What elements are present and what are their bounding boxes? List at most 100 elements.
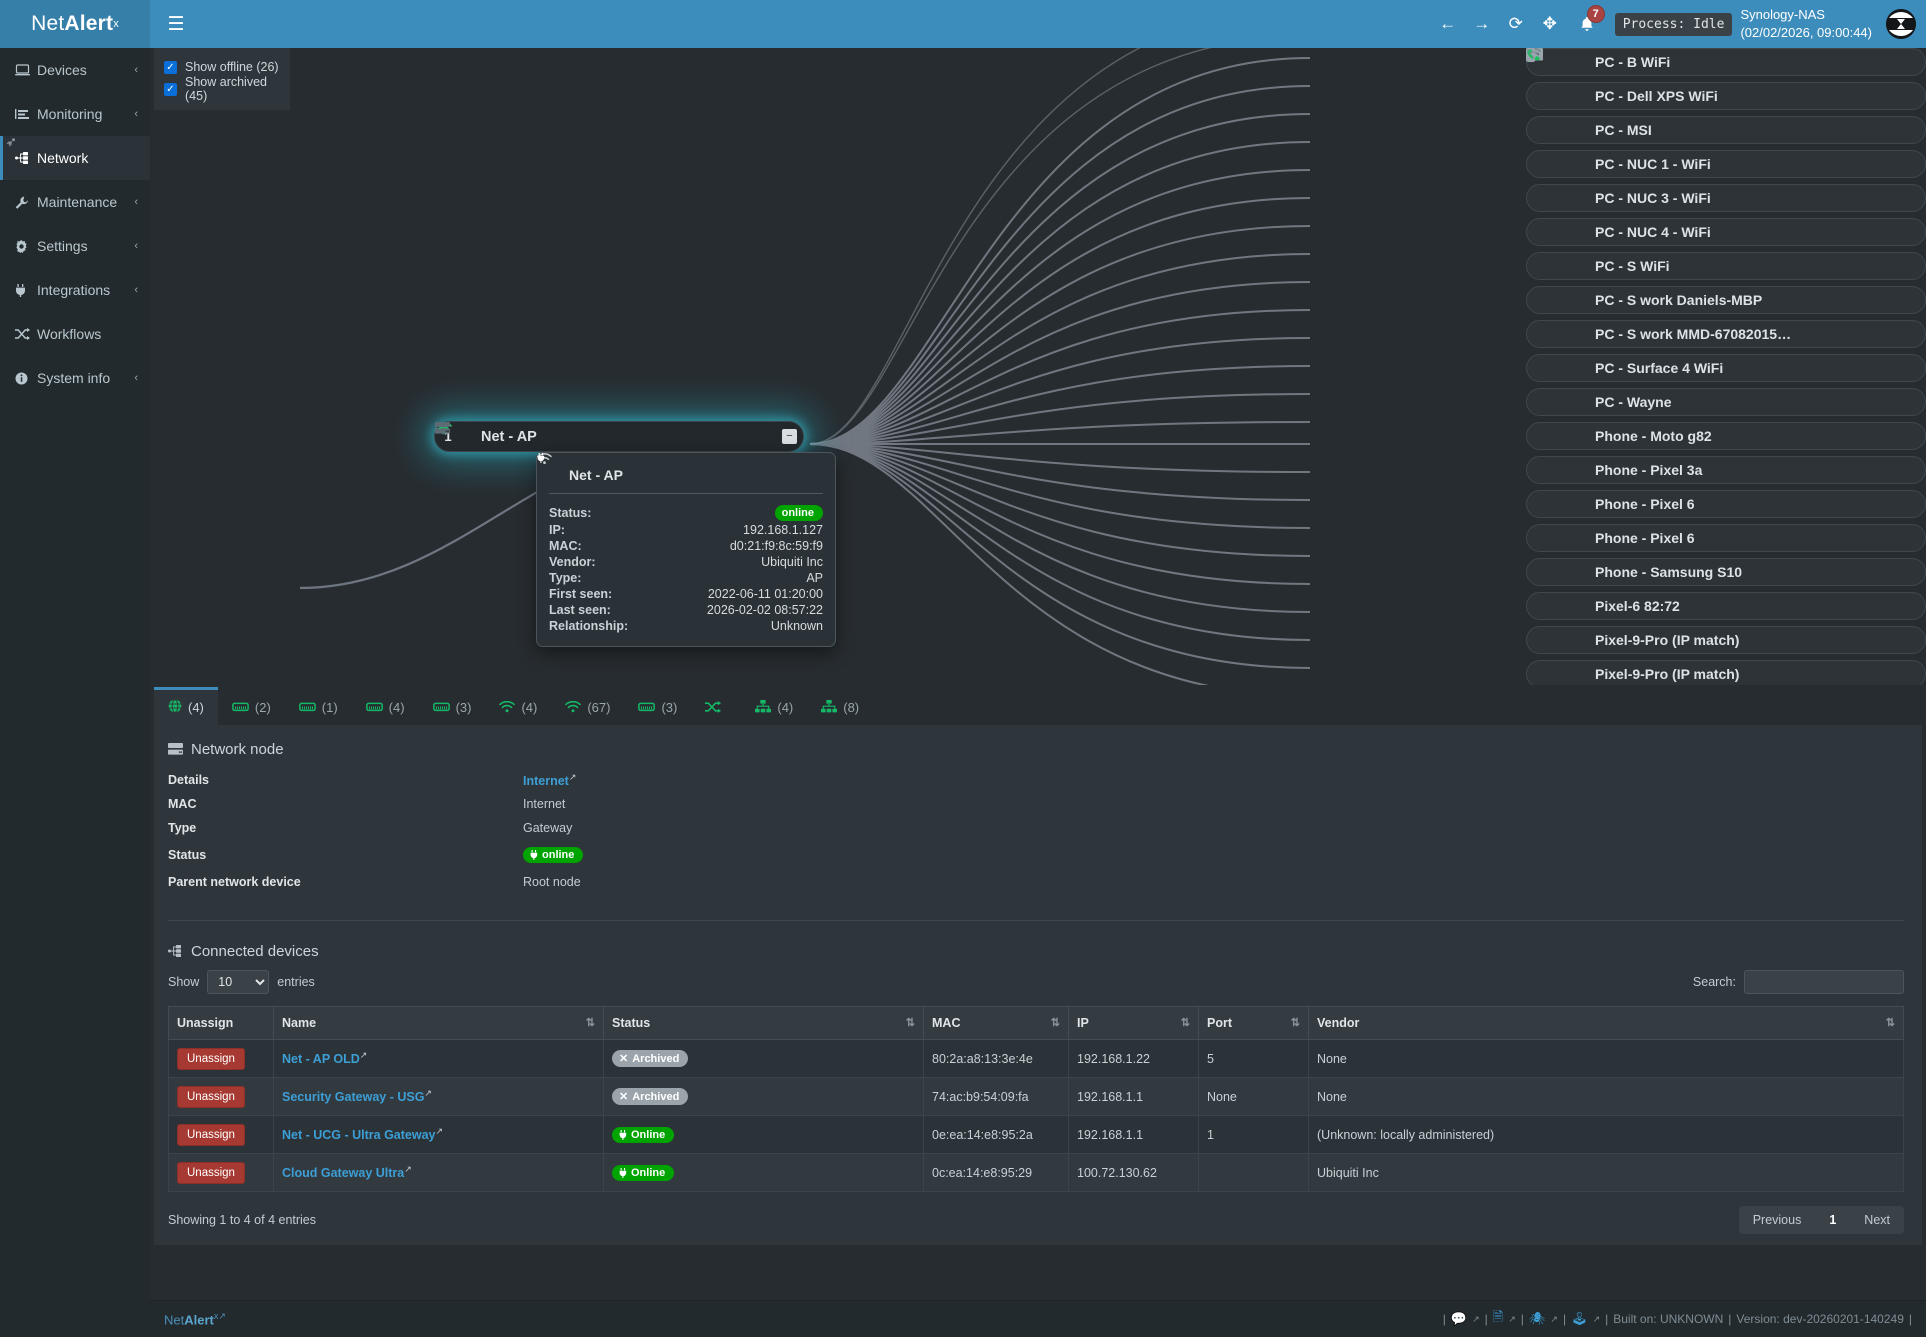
tab-0[interactable]: (4)	[154, 687, 218, 725]
node-key-details: Details	[168, 773, 209, 787]
sidebar-item-system-info[interactable]: System info ‹	[0, 356, 150, 400]
pagination-previous[interactable]: Previous	[1752, 1213, 1802, 1227]
device-name-link[interactable]: Cloud Gateway Ultra	[282, 1166, 405, 1181]
pagination[interactable]: Previous 1 Next	[1738, 1206, 1904, 1234]
collapse-node-button[interactable]: −	[782, 429, 797, 444]
tab-3[interactable]: (4)	[352, 687, 419, 725]
unassign-button[interactable]: Unassign	[177, 1085, 245, 1108]
sidebar-item-devices[interactable]: Devices ‹	[0, 48, 150, 92]
graph-device-item[interactable]: PC - S work MMD-67082015…	[1526, 48, 1926, 348]
github-icon[interactable]: 🕷	[1528, 1311, 1546, 1326]
server-icon	[168, 742, 183, 758]
sidebar-item-network[interactable]: Network	[0, 136, 150, 180]
menu-toggle-icon[interactable]: ☰	[167, 13, 185, 35]
graph-device-item[interactable]: PC - B WiFi	[1526, 48, 1926, 76]
details-link[interactable]: Internet	[523, 774, 569, 789]
tab-10[interactable]: (8)	[807, 687, 873, 725]
device-name-link[interactable]: Security Gateway - USG	[282, 1090, 425, 1105]
sidebar-item-integrations[interactable]: Integrations ‹	[0, 268, 150, 312]
unassign-button[interactable]: Unassign	[177, 1123, 245, 1146]
docs-icon[interactable]: 🗎	[1492, 1309, 1504, 1324]
graph-device-item[interactable]: PC - Wayne	[1526, 48, 1926, 416]
graph-device-item[interactable]: PC - Dell XPS WiFi	[1526, 48, 1926, 110]
search-input[interactable]	[1744, 970, 1904, 994]
sort-icon[interactable]: ⇅	[905, 1017, 915, 1029]
back-arrow-icon[interactable]: ←	[1439, 14, 1457, 33]
graph-device-name: Phone - Pixel 6	[1595, 496, 1695, 512]
sort-icon[interactable]: ⇅	[1290, 1017, 1300, 1029]
unassign-button[interactable]: Unassign	[177, 1047, 245, 1070]
tab-2[interactable]: (1)	[285, 687, 352, 725]
graph-device-item[interactable]: PC - NUC 1 - WiFi	[1526, 48, 1926, 178]
unassign-button[interactable]: Unassign	[177, 1161, 245, 1184]
column-header-port[interactable]: Port ⇅	[1198, 1006, 1309, 1040]
app-logo[interactable]: Net Alert x	[0, 0, 150, 48]
network-graph[interactable]: ✓ Show offline (26) ✓ Show archived (45)…	[150, 48, 1926, 685]
tab-8[interactable]	[691, 687, 741, 725]
graph-device-item[interactable]: PC - S WiFi	[1526, 48, 1926, 280]
graph-node-selected[interactable]: 1 Net - AP −	[434, 421, 804, 452]
page-size-select[interactable]: 102550100	[207, 970, 270, 994]
tab-1[interactable]: (2)	[218, 687, 285, 725]
tab-5[interactable]: (4)	[485, 687, 551, 725]
graph-device-item[interactable]: Phone - Pixel 6	[1526, 48, 1926, 518]
table-body: Unassign Net - AP OLD↗ ✕ Archived 80:2a:a8:1…	[168, 1039, 1904, 1192]
footer-brand[interactable]: NetAlertx↗	[164, 1311, 226, 1327]
graph-device-item[interactable]: Pixel-9-Pro (IP match)	[1526, 48, 1926, 685]
graph-device-item[interactable]: PC - NUC 4 - WiFi	[1526, 48, 1926, 246]
column-header-status[interactable]: Status ⇅	[603, 1006, 924, 1040]
filter-show-archived[interactable]: ✓ Show archived (45)	[164, 75, 280, 103]
column-header-ip[interactable]: IP ⇅	[1068, 1006, 1199, 1040]
graph-device-item[interactable]: PC - MSI	[1526, 48, 1926, 144]
checkbox-show-archived[interactable]: ✓	[164, 82, 177, 96]
forward-arrow-icon[interactable]: →	[1473, 14, 1491, 33]
sidebar-label-system-info: System info	[37, 370, 111, 386]
graph-device-list[interactable]: PC - B WiFi PC - Dell XPS WiFi PC - MSI PC …	[1526, 48, 1926, 685]
graph-device-item[interactable]: Pixel-6 82:72	[1526, 48, 1926, 620]
column-header-vendor[interactable]: Vendor ⇅	[1308, 1006, 1904, 1040]
top-header: Net Alert x ☰ ← → ⟳ ✥ 7 Process: Idle Syno…	[0, 0, 1926, 48]
column-header-name[interactable]: Name ⇅	[273, 1006, 604, 1040]
column-header-mac[interactable]: MAC ⇅	[923, 1006, 1069, 1040]
graph-device-name: Pixel-6 82:72	[1595, 598, 1680, 614]
graph-tabs[interactable]: (4) (2) (1) (4) (3) (4) (67) (3) (4) (8)	[150, 685, 1926, 725]
refresh-icon[interactable]: ⟳	[1508, 14, 1523, 33]
cell-status: ✕ Archived	[603, 1077, 924, 1116]
graph-device-item[interactable]: Phone - Pixel 3a	[1526, 48, 1926, 484]
sidebar-item-monitoring[interactable]: Monitoring ‹	[0, 92, 150, 136]
tooltip-row-mac: MAC: d0:21:f9:8c:59:f9	[549, 538, 823, 554]
graph-device-item[interactable]: Pixel-9-Pro (IP match)	[1526, 48, 1926, 654]
tab-6[interactable]: (67)	[551, 687, 624, 725]
discord-icon[interactable]: 🕹	[1571, 1311, 1588, 1326]
sort-icon[interactable]: ⇅	[1180, 1017, 1190, 1029]
graph-device-item[interactable]: PC - Surface 4 WiFi	[1526, 48, 1926, 382]
sidebar-item-workflows[interactable]: Workflows	[0, 312, 150, 356]
notifications-bell-icon[interactable]: 7	[1567, 0, 1607, 48]
chat-icon[interactable]: 💬	[1450, 1311, 1468, 1326]
device-name-link[interactable]: Net - AP OLD	[282, 1052, 360, 1067]
pagination-next[interactable]: Next	[1864, 1213, 1890, 1227]
graph-device-item[interactable]: PC - NUC 3 - WiFi	[1526, 48, 1926, 212]
avatar[interactable]	[1886, 9, 1916, 39]
tab-count: (4)	[388, 700, 405, 715]
filter-show-offline[interactable]: ✓ Show offline (26)	[164, 56, 280, 78]
device-name-link[interactable]: Net - UCG - Ultra Gateway	[282, 1128, 436, 1143]
graph-device-item[interactable]: Phone - Samsung S10	[1526, 48, 1926, 586]
sort-icon[interactable]: ⇅	[585, 1017, 595, 1029]
graph-device-item[interactable]: PC - S work Daniels-MBP	[1526, 48, 1926, 314]
tab-4[interactable]: (3)	[419, 687, 486, 725]
sidebar-item-maintenance[interactable]: Maintenance ‹	[0, 180, 150, 224]
sort-icon[interactable]: ⇅	[1885, 1017, 1895, 1029]
external-link-icon: ↗	[218, 1310, 226, 1321]
node-key-mac: MAC	[168, 797, 197, 811]
move-icon[interactable]: ✥	[1542, 14, 1557, 33]
sidebar-item-settings[interactable]: Settings ‹	[0, 224, 150, 268]
graph-device-item[interactable]: Phone - Moto g82	[1526, 48, 1926, 450]
status-badge-online: online	[537, 453, 823, 521]
tab-7[interactable]: (3)	[624, 687, 691, 725]
sort-icon[interactable]: ⇅	[1050, 1017, 1060, 1029]
graph-device-item[interactable]: Phone - Pixel 6	[1526, 48, 1926, 552]
checkbox-show-offline[interactable]: ✓	[164, 60, 177, 74]
pagination-page-1[interactable]: 1	[1829, 1213, 1837, 1227]
tab-9[interactable]: (4)	[741, 687, 807, 725]
